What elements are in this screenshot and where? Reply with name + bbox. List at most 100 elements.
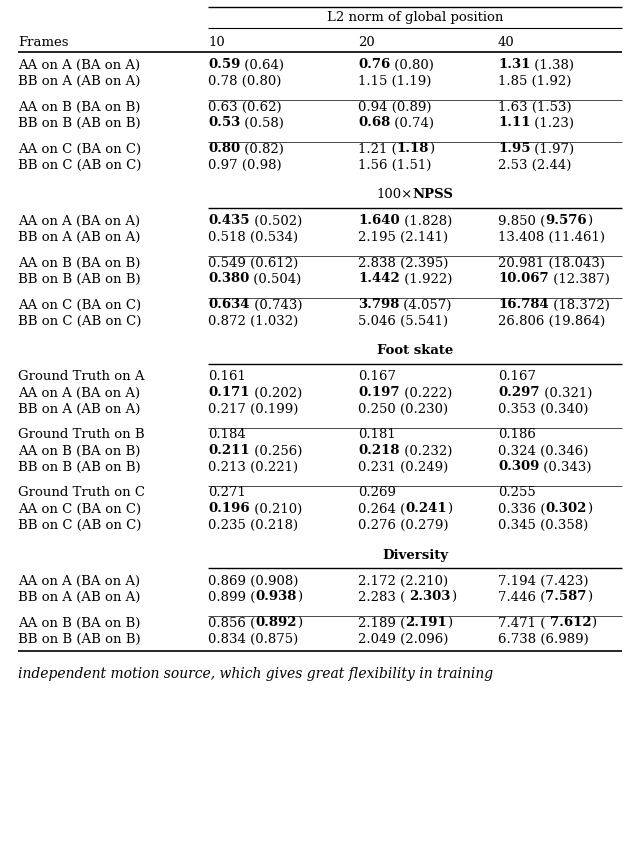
Text: (0.58): (0.58) [240,117,284,130]
Text: 0.269: 0.269 [358,486,396,499]
Text: ): ) [297,617,302,630]
Text: 7.471 (: 7.471 ( [498,617,550,630]
Text: (0.232): (0.232) [399,445,452,458]
Text: AA on C (BA on C): AA on C (BA on C) [18,298,141,311]
Text: 2.838 (2.395): 2.838 (2.395) [358,257,449,270]
Text: 1.63 (1.53): 1.63 (1.53) [498,100,572,113]
Text: (1.828): (1.828) [399,215,452,227]
Text: (0.202): (0.202) [250,387,301,400]
Text: AA on A (BA on A): AA on A (BA on A) [18,215,140,227]
Text: 10: 10 [208,35,225,48]
Text: 0.76: 0.76 [358,59,390,72]
Text: ): ) [587,215,592,227]
Text: (1.23): (1.23) [531,117,575,130]
Text: BB on B (AB on B): BB on B (AB on B) [18,632,141,645]
Text: 7.194 (7.423): 7.194 (7.423) [498,574,589,587]
Text: 7.587: 7.587 [545,591,587,604]
Text: 0.309: 0.309 [498,460,540,473]
Text: 0.59: 0.59 [208,59,241,72]
Text: (0.74): (0.74) [390,117,435,130]
Text: 0.217 (0.199): 0.217 (0.199) [208,402,298,415]
Text: 5.046 (5.541): 5.046 (5.541) [358,315,448,328]
Text: 20.981 (18.043): 20.981 (18.043) [498,257,605,270]
Text: independent motion source, which gives great flexibility in training: independent motion source, which gives g… [18,667,493,681]
Text: 0.938: 0.938 [255,591,297,604]
Text: ): ) [447,617,452,630]
Text: 1.18: 1.18 [397,143,429,156]
Text: ): ) [587,503,592,516]
Text: 2.049 (2.096): 2.049 (2.096) [358,632,449,645]
Text: 2.195 (2.141): 2.195 (2.141) [358,230,448,244]
Text: 0.78 (0.80): 0.78 (0.80) [208,74,282,87]
Text: 26.806 (19.864): 26.806 (19.864) [498,315,605,328]
Text: BB on C (AB on C): BB on C (AB on C) [18,158,141,171]
Text: BB on B (AB on B): BB on B (AB on B) [18,117,141,130]
Text: 0.336 (: 0.336 ( [498,503,545,516]
Text: 0.302: 0.302 [545,503,587,516]
Text: ): ) [297,591,302,604]
Text: 0.197: 0.197 [358,387,399,400]
Text: (0.502): (0.502) [250,215,301,227]
Text: 1.95: 1.95 [498,143,531,156]
Text: ): ) [451,591,456,604]
Text: (1.38): (1.38) [531,59,574,72]
Text: (18.372): (18.372) [548,298,610,311]
Text: (0.743): (0.743) [250,298,302,311]
Text: 0.68: 0.68 [358,117,390,130]
Text: 6.738 (6.989): 6.738 (6.989) [498,632,589,645]
Text: BB on C (AB on C): BB on C (AB on C) [18,315,141,328]
Text: AA on B (BA on B): AA on B (BA on B) [18,617,140,630]
Text: 16.784: 16.784 [498,298,548,311]
Text: 2.191: 2.191 [405,617,447,630]
Text: 0.892: 0.892 [255,617,297,630]
Text: AA on B (BA on B): AA on B (BA on B) [18,100,140,113]
Text: (1.922): (1.922) [400,272,452,285]
Text: AA on B (BA on B): AA on B (BA on B) [18,445,140,458]
Text: 0.872 (1.032): 0.872 (1.032) [208,315,298,328]
Text: 1.21 (: 1.21 ( [358,143,397,156]
Text: 1.56 (1.51): 1.56 (1.51) [358,158,431,171]
Text: 0.250 (0.230): 0.250 (0.230) [358,402,448,415]
Text: 0.241: 0.241 [405,503,447,516]
Text: BB on A (AB on A): BB on A (AB on A) [18,230,140,244]
Text: (0.256): (0.256) [250,445,302,458]
Text: ): ) [591,617,596,630]
Text: 0.196: 0.196 [208,503,250,516]
Text: 0.634: 0.634 [208,298,250,311]
Text: AA on A (BA on A): AA on A (BA on A) [18,59,140,72]
Text: 0.834 (0.875): 0.834 (0.875) [208,632,298,645]
Text: 0.184: 0.184 [208,428,246,441]
Text: AA on C (BA on C): AA on C (BA on C) [18,143,141,156]
Text: 1.442: 1.442 [358,272,400,285]
Text: BB on B (AB on B): BB on B (AB on B) [18,460,141,473]
Text: Ground Truth on A: Ground Truth on A [18,370,145,383]
Text: 1.11: 1.11 [498,117,531,130]
Text: 2.283 (: 2.283 ( [358,591,410,604]
Text: Ground Truth on B: Ground Truth on B [18,428,145,441]
Text: 0.171: 0.171 [208,387,250,400]
Text: ): ) [447,503,452,516]
Text: (0.222): (0.222) [399,387,452,400]
Text: 0.276 (0.279): 0.276 (0.279) [358,518,449,531]
Text: 0.324 (0.346): 0.324 (0.346) [498,445,588,458]
Text: BB on A (AB on A): BB on A (AB on A) [18,591,140,604]
Text: 0.264 (: 0.264 ( [358,503,405,516]
Text: BB on B (AB on B): BB on B (AB on B) [18,272,141,285]
Text: 3.798: 3.798 [358,298,399,311]
Text: 2.303: 2.303 [410,591,451,604]
Text: 0.161: 0.161 [208,370,246,383]
Text: 0.97 (0.98): 0.97 (0.98) [208,158,282,171]
Text: (12.387): (12.387) [548,272,609,285]
Text: 0.218: 0.218 [358,445,399,458]
Text: (1.97): (1.97) [531,143,575,156]
Text: BB on C (AB on C): BB on C (AB on C) [18,518,141,531]
Text: 9.576: 9.576 [545,215,587,227]
Text: 0.345 (0.358): 0.345 (0.358) [498,518,588,531]
Text: (0.82): (0.82) [240,143,284,156]
Text: 2.172 (2.210): 2.172 (2.210) [358,574,448,587]
Text: 2.189 (: 2.189 ( [358,617,405,630]
Text: 0.213 (0.221): 0.213 (0.221) [208,460,298,473]
Text: 0.53: 0.53 [208,117,240,130]
Text: 1.15 (1.19): 1.15 (1.19) [358,74,431,87]
Text: 0.167: 0.167 [358,370,396,383]
